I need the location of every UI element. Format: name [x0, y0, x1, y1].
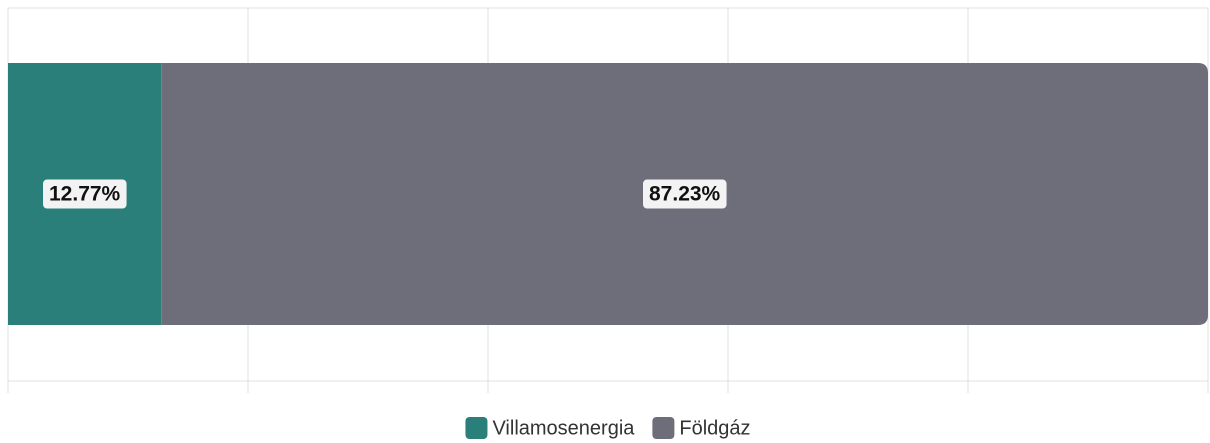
legend-swatch — [465, 417, 488, 439]
value-label: 87.23% — [649, 183, 721, 206]
value-label: 12.77% — [49, 183, 121, 206]
legend: Villamosenergia Földgáz — [465, 417, 751, 439]
value-label-bg — [43, 179, 127, 209]
legend-swatch — [652, 417, 675, 439]
legend-label: Villamosenergia — [492, 417, 635, 439]
value-label-bg — [643, 179, 727, 209]
legend-label: Földgáz — [679, 417, 750, 439]
